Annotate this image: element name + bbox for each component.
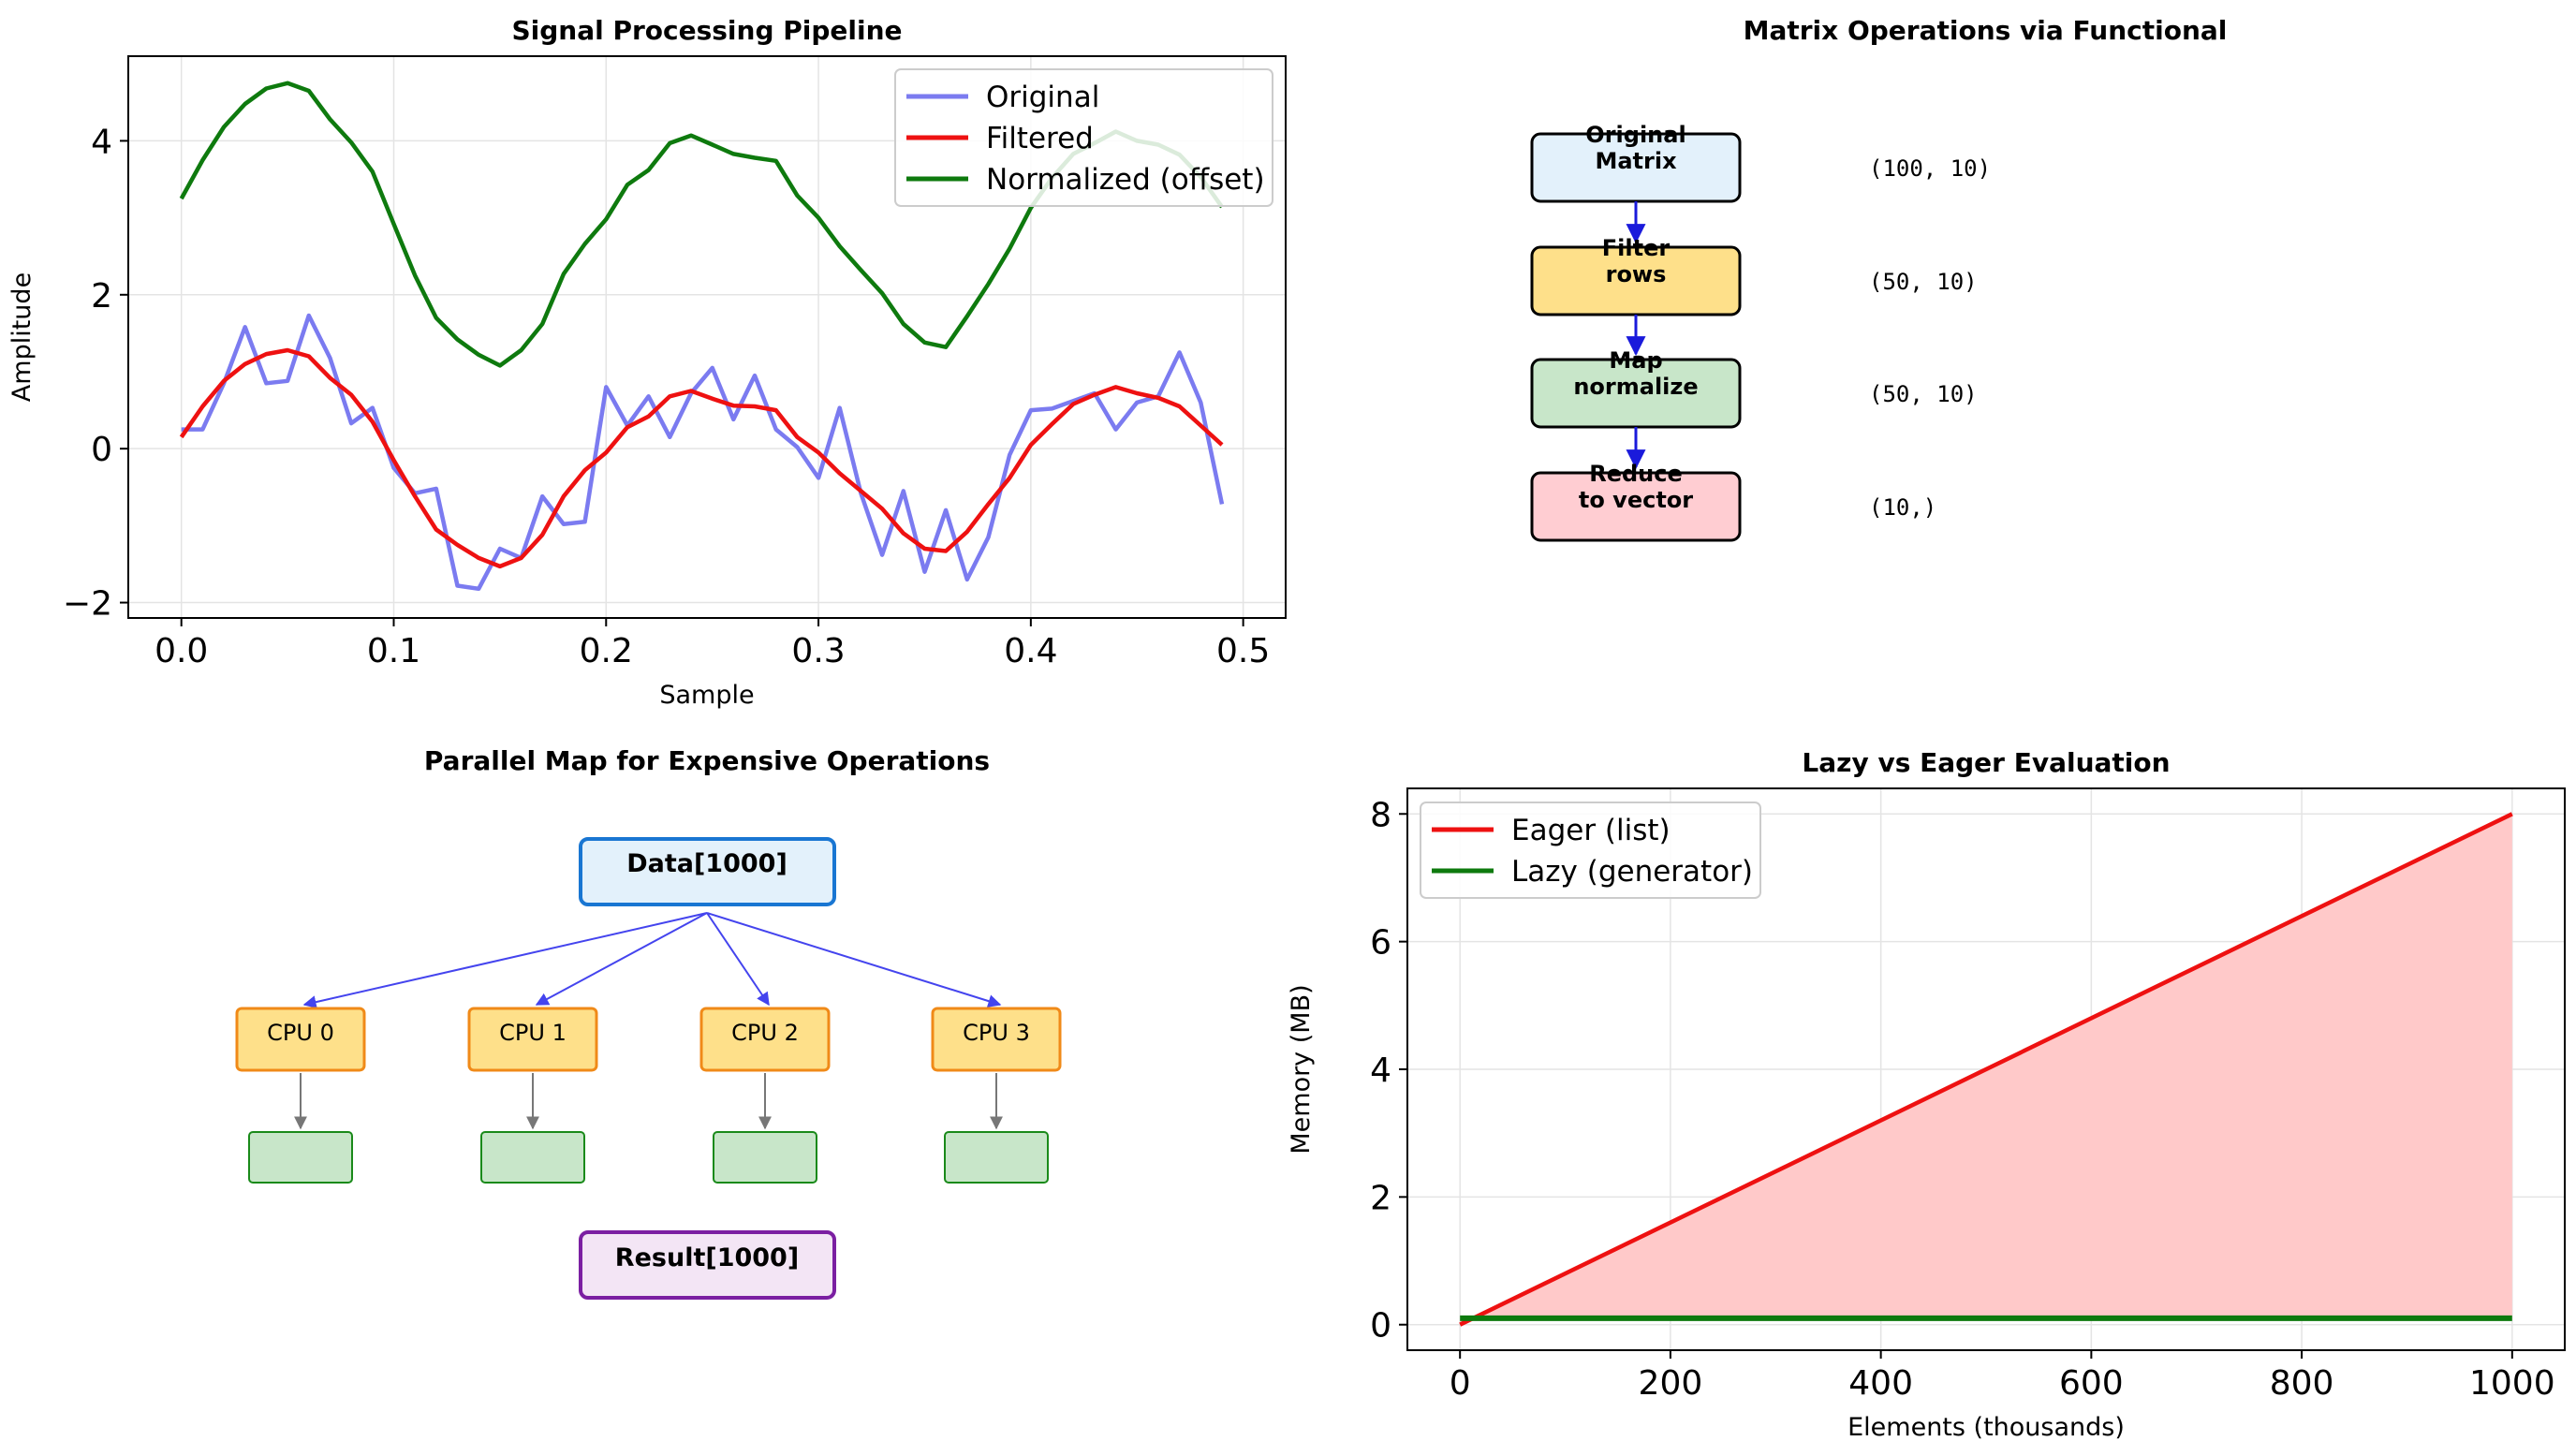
x-tick-label: 0.3 — [791, 632, 845, 670]
series-line-filtered — [179, 347, 1224, 569]
step-shape-label: (50, 10) — [1869, 381, 1978, 407]
y-tick-label: 2 — [91, 277, 112, 316]
axes-frame — [127, 55, 1287, 619]
y-axis-label: Amplitude — [7, 272, 37, 402]
y-tick-label: 8 — [1370, 796, 1391, 834]
chart-signal: 0.0 0.1 0.2 0.3 0.4 0.5 −2 0 2 4 Signal Processing… — [7, 15, 1287, 710]
diagram-title: Parallel Map for Expensive Operations — [424, 745, 990, 776]
y-tick-label: 0 — [91, 431, 112, 469]
step-label: Reduce — [1589, 461, 1683, 487]
step-label: Map — [1609, 347, 1662, 374]
result-box — [579, 1230, 836, 1300]
x-tick-label: 0.5 — [1216, 632, 1270, 670]
source-label: Data[1000] — [626, 849, 788, 878]
x-tick-label: 0.0 — [155, 632, 208, 670]
cpu-label: CPU 3 — [963, 1020, 1030, 1046]
diagram-title: Matrix Operations via Functional — [1744, 15, 2228, 46]
y-tick-label: 2 — [1370, 1179, 1391, 1217]
y-tick-label: 4 — [91, 123, 112, 161]
x-tick-label: 1000 — [2469, 1364, 2555, 1403]
chart-memory: 0 200 400 600 800 1000 0 2 4 6 8 Lazy vs Eager Eval… — [1287, 747, 2566, 1442]
cpu-label: CPU 1 — [499, 1020, 567, 1046]
x-tick-label: 0.2 — [580, 632, 633, 670]
y-tick-label: 6 — [1370, 924, 1391, 963]
step-label: Filter — [1602, 235, 1671, 261]
x-tick-label: 0.4 — [1004, 632, 1057, 670]
legend: Original Filtered Normalized (offset) — [894, 68, 1273, 207]
legend: Eager (list) Lazy (generator) — [1420, 802, 1761, 899]
dispatch-arrow — [302, 912, 708, 1009]
step-label: to vector — [1579, 487, 1693, 513]
dispatch-arrow — [706, 912, 770, 1007]
step-label: rows — [1606, 261, 1667, 287]
result-label: Result[1000] — [615, 1243, 799, 1272]
legend-label: Lazy (generator) — [1511, 855, 1753, 889]
cpu-box — [235, 1007, 366, 1072]
y-axis-label: Memory (MB) — [1287, 984, 1316, 1154]
dispatch-arrow — [535, 912, 708, 1006]
cpu-box — [699, 1007, 831, 1072]
y-tick-label: 0 — [1370, 1307, 1391, 1346]
legend-box — [1420, 802, 1761, 899]
source-box — [579, 837, 836, 906]
cpu-label: CPU 2 — [731, 1020, 799, 1046]
step-shape-label: (100, 10) — [1869, 155, 1991, 182]
step-label: Original — [1585, 122, 1685, 148]
cpu-box — [931, 1007, 1062, 1072]
dispatch-arrow — [706, 912, 1002, 1007]
cpu-box — [467, 1007, 598, 1072]
step-shape-label: (50, 10) — [1869, 269, 1978, 295]
output-box — [713, 1131, 817, 1184]
x-tick-label: 400 — [1848, 1364, 1913, 1403]
chart-title: Lazy vs Eager Evaluation — [1802, 747, 2170, 778]
diagram-parallel-map: Parallel Map for Expensive Operations Dat… — [235, 745, 1062, 1300]
x-tick-label: 0 — [1450, 1364, 1471, 1403]
x-tick-label: 600 — [2059, 1364, 2124, 1403]
legend-label: Normalized (offset) — [986, 163, 1265, 197]
series-line-eager-list- — [1459, 812, 2513, 1327]
step-label: normalize — [1573, 374, 1698, 400]
chart-title: Signal Processing Pipeline — [511, 15, 902, 46]
legend-label: Eager (list) — [1511, 814, 1671, 847]
x-tick-label: 0.1 — [367, 632, 420, 670]
x-axis-label: Elements (thousands) — [1847, 1413, 2125, 1442]
y-tick-label: −2 — [63, 585, 112, 624]
legend-box — [894, 68, 1273, 207]
output-box — [248, 1131, 353, 1184]
cpu-label: CPU 0 — [267, 1020, 334, 1046]
step-box — [1530, 471, 1742, 542]
legend-label: Original — [986, 81, 1099, 114]
legend-label: Filtered — [986, 122, 1094, 155]
x-axis-label: Sample — [659, 681, 754, 710]
series-line-original — [181, 313, 1225, 592]
step-label: Matrix — [1595, 148, 1677, 174]
diagram-matrix-operations: Matrix Operations via Functional Original… — [1530, 15, 2228, 542]
x-tick-label: 200 — [1639, 1364, 1703, 1403]
x-tick-label: 800 — [2270, 1364, 2334, 1403]
step-shape-label: (10,) — [1869, 494, 1936, 521]
output-box — [944, 1131, 1049, 1184]
y-tick-label: 4 — [1370, 1052, 1391, 1090]
output-box — [480, 1131, 585, 1184]
